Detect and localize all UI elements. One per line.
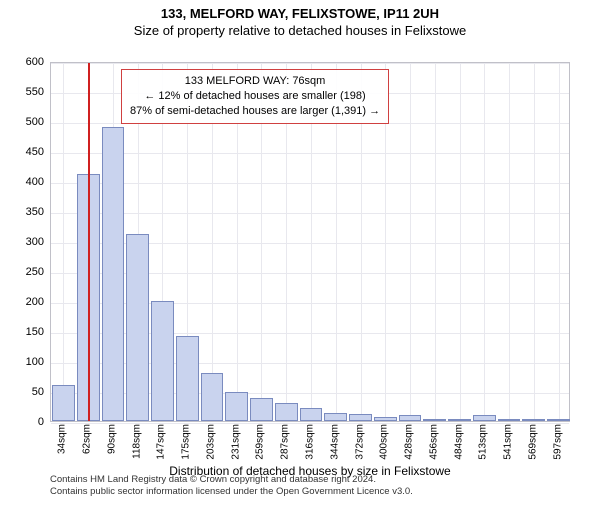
gridline-v bbox=[559, 63, 560, 421]
histogram-bar bbox=[300, 408, 323, 421]
callout-line1: 133 MELFORD WAY: 76sqm bbox=[130, 74, 380, 89]
histogram-bar bbox=[522, 419, 545, 421]
gridline-v bbox=[63, 63, 64, 421]
histogram-bar bbox=[201, 373, 224, 421]
xtick-label: 203sqm bbox=[205, 424, 216, 460]
histogram-bar bbox=[275, 403, 298, 421]
xtick-label: 316sqm bbox=[305, 424, 316, 460]
xtick-label: 118sqm bbox=[131, 424, 142, 459]
xtick-label: 175sqm bbox=[181, 424, 192, 460]
xtick-label: 597sqm bbox=[552, 424, 563, 460]
ytick-label: 0 bbox=[4, 416, 44, 428]
histogram-bar bbox=[423, 419, 446, 421]
histogram-bar bbox=[324, 413, 347, 421]
xtick-label: 569sqm bbox=[527, 424, 538, 460]
xtick-label: 287sqm bbox=[280, 424, 291, 460]
ytick-label: 600 bbox=[4, 56, 44, 68]
xtick-label: 259sqm bbox=[255, 424, 266, 460]
histogram-bar bbox=[349, 414, 372, 421]
xtick-label: 456sqm bbox=[428, 424, 439, 460]
attribution-line2: Contains public sector information licen… bbox=[50, 486, 413, 498]
histogram-bar bbox=[498, 419, 521, 421]
gridline-v bbox=[509, 63, 510, 421]
ytick-label: 550 bbox=[4, 86, 44, 98]
address-title: 133, MELFORD WAY, FELIXSTOWE, IP11 2UH bbox=[0, 6, 600, 21]
ytick-label: 50 bbox=[4, 386, 44, 398]
chart-subtitle: Size of property relative to detached ho… bbox=[0, 23, 600, 38]
ytick-label: 400 bbox=[4, 176, 44, 188]
histogram-bar bbox=[473, 415, 496, 421]
gridline-h bbox=[51, 153, 569, 154]
callout-line3: 87% of semi-detached houses are larger (… bbox=[130, 104, 380, 119]
gridline-v bbox=[435, 63, 436, 421]
gridline-h bbox=[51, 213, 569, 214]
ytick-label: 250 bbox=[4, 266, 44, 278]
subject-marker-line bbox=[88, 63, 90, 421]
xtick-label: 484sqm bbox=[453, 424, 464, 460]
callout-line2: ← 12% of detached houses are smaller (19… bbox=[130, 89, 380, 104]
callout-box: 133 MELFORD WAY: 76sqm ← 12% of detached… bbox=[121, 69, 389, 124]
xtick-label: 62sqm bbox=[82, 424, 93, 454]
histogram-bar bbox=[448, 419, 471, 421]
xtick-label: 147sqm bbox=[156, 424, 167, 460]
xtick-label: 400sqm bbox=[379, 424, 390, 460]
gridline-v bbox=[534, 63, 535, 421]
histogram-bar bbox=[225, 392, 248, 421]
attribution-block: Contains HM Land Registry data © Crown c… bbox=[50, 474, 413, 499]
histogram-bar bbox=[374, 417, 397, 421]
ytick-label: 300 bbox=[4, 236, 44, 248]
ytick-label: 500 bbox=[4, 116, 44, 128]
histogram-bar bbox=[151, 301, 174, 421]
xtick-label: 34sqm bbox=[57, 424, 68, 454]
ytick-label: 200 bbox=[4, 296, 44, 308]
xtick-label: 428sqm bbox=[404, 424, 415, 460]
xtick-label: 344sqm bbox=[329, 424, 340, 460]
histogram-chart: Number of detached properties 133 MELFOR… bbox=[50, 62, 570, 422]
histogram-bar bbox=[547, 419, 570, 421]
gridline-v bbox=[484, 63, 485, 421]
histogram-bar bbox=[176, 336, 199, 421]
histogram-bar bbox=[52, 385, 75, 421]
gridline-h bbox=[51, 183, 569, 184]
histogram-bar bbox=[102, 127, 125, 421]
xtick-label: 541sqm bbox=[503, 424, 514, 460]
gridline-v bbox=[460, 63, 461, 421]
xtick-label: 372sqm bbox=[354, 424, 365, 460]
xtick-label: 90sqm bbox=[106, 424, 117, 454]
gridline-v bbox=[410, 63, 411, 421]
xtick-label: 513sqm bbox=[478, 424, 489, 460]
histogram-bar bbox=[126, 234, 149, 421]
plot-area: 133 MELFORD WAY: 76sqm ← 12% of detached… bbox=[50, 62, 570, 422]
ytick-label: 100 bbox=[4, 356, 44, 368]
xtick-label: 231sqm bbox=[230, 424, 241, 460]
ytick-label: 450 bbox=[4, 146, 44, 158]
histogram-bar bbox=[399, 415, 422, 421]
ytick-label: 350 bbox=[4, 206, 44, 218]
ytick-label: 150 bbox=[4, 326, 44, 338]
gridline-h bbox=[51, 63, 569, 64]
attribution-line1: Contains HM Land Registry data © Crown c… bbox=[50, 474, 413, 486]
histogram-bar bbox=[250, 398, 273, 421]
